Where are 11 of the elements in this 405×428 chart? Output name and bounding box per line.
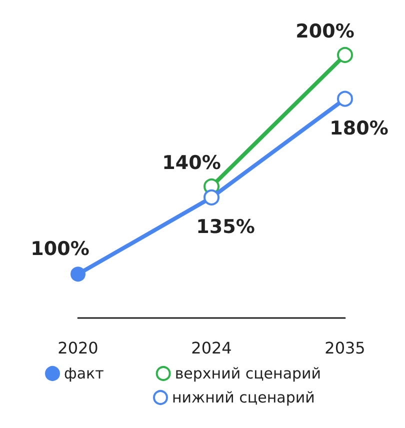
- x-tick-label: 2020: [58, 338, 98, 358]
- legend-label: верхний сценарий: [174, 364, 322, 382]
- data-label: 180%: [330, 117, 388, 140]
- legend-label: факт: [64, 364, 104, 382]
- data-label: 135%: [196, 216, 255, 238]
- data-label: 200%: [296, 20, 354, 42]
- legend-label: нижний сценарий: [172, 388, 315, 406]
- x-tick-label: 2035: [324, 338, 366, 358]
- data-label: 140%: [162, 152, 221, 174]
- data-label: 100%: [30, 238, 90, 260]
- x-tick-label: 2024: [191, 338, 232, 358]
